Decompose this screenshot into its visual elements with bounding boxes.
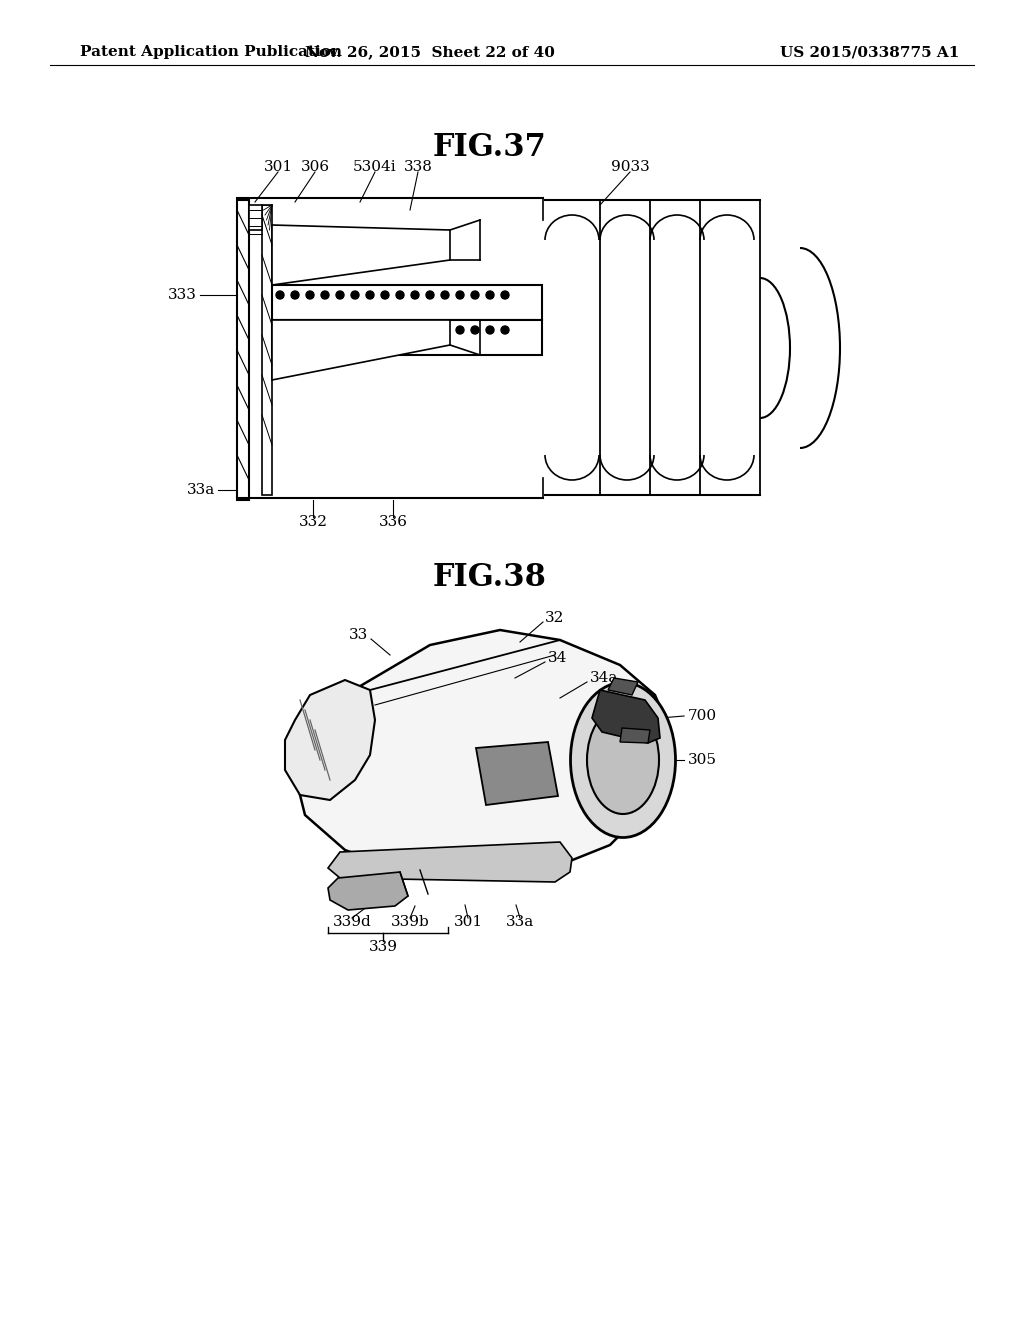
- Circle shape: [501, 326, 509, 334]
- Polygon shape: [295, 630, 670, 875]
- Polygon shape: [620, 729, 650, 743]
- Text: 33a: 33a: [186, 483, 215, 498]
- Bar: [262, 205, 272, 495]
- Polygon shape: [592, 690, 660, 743]
- Circle shape: [441, 326, 449, 334]
- Circle shape: [381, 290, 389, 300]
- Text: FIG.38: FIG.38: [433, 562, 547, 594]
- Ellipse shape: [570, 682, 676, 837]
- Text: 5304i: 5304i: [353, 160, 397, 174]
- Text: 306: 306: [300, 160, 330, 174]
- Polygon shape: [328, 873, 408, 909]
- Circle shape: [471, 326, 479, 334]
- Circle shape: [396, 290, 404, 300]
- Text: 32: 32: [545, 611, 564, 624]
- Text: 700: 700: [688, 709, 717, 723]
- Polygon shape: [476, 742, 558, 805]
- Bar: [249, 205, 262, 230]
- Text: 301: 301: [454, 915, 482, 929]
- Text: 34a: 34a: [590, 671, 618, 685]
- Circle shape: [306, 326, 314, 334]
- Text: 338: 338: [403, 160, 432, 174]
- Text: Nov. 26, 2015  Sheet 22 of 40: Nov. 26, 2015 Sheet 22 of 40: [305, 45, 555, 59]
- Polygon shape: [272, 224, 450, 285]
- Circle shape: [381, 326, 389, 334]
- Text: 332: 332: [299, 515, 328, 529]
- Circle shape: [396, 326, 404, 334]
- Bar: [237, 201, 249, 500]
- Text: 333: 333: [168, 288, 197, 302]
- Circle shape: [411, 326, 419, 334]
- Circle shape: [456, 290, 464, 300]
- Circle shape: [426, 326, 434, 334]
- Circle shape: [336, 290, 344, 300]
- Text: 301: 301: [263, 160, 293, 174]
- Circle shape: [426, 290, 434, 300]
- Circle shape: [456, 326, 464, 334]
- Text: 33: 33: [349, 628, 368, 642]
- Circle shape: [351, 290, 359, 300]
- Ellipse shape: [587, 706, 659, 814]
- Circle shape: [291, 290, 299, 300]
- Circle shape: [276, 290, 284, 300]
- Circle shape: [291, 326, 299, 334]
- Circle shape: [486, 290, 494, 300]
- Text: 34: 34: [548, 651, 567, 665]
- Text: 339d: 339d: [333, 915, 372, 929]
- Text: 339: 339: [369, 940, 397, 954]
- Circle shape: [441, 290, 449, 300]
- Text: 9033: 9033: [610, 160, 649, 174]
- Bar: [272, 285, 542, 319]
- Text: 33a: 33a: [506, 915, 535, 929]
- Text: 339b: 339b: [390, 915, 429, 929]
- Circle shape: [321, 290, 329, 300]
- Circle shape: [306, 290, 314, 300]
- Circle shape: [366, 326, 374, 334]
- Polygon shape: [285, 680, 375, 800]
- Text: US 2015/0338775 A1: US 2015/0338775 A1: [780, 45, 959, 59]
- Text: 305: 305: [688, 752, 717, 767]
- Circle shape: [471, 290, 479, 300]
- Circle shape: [411, 290, 419, 300]
- Circle shape: [366, 290, 374, 300]
- Bar: [272, 319, 542, 355]
- Text: Patent Application Publication: Patent Application Publication: [80, 45, 342, 59]
- Polygon shape: [272, 319, 450, 380]
- Circle shape: [276, 326, 284, 334]
- Circle shape: [351, 326, 359, 334]
- Circle shape: [321, 326, 329, 334]
- Circle shape: [501, 290, 509, 300]
- Circle shape: [336, 326, 344, 334]
- Circle shape: [486, 326, 494, 334]
- Text: 336: 336: [379, 515, 408, 529]
- Text: FIG.37: FIG.37: [433, 132, 547, 164]
- Polygon shape: [328, 842, 572, 882]
- Polygon shape: [608, 678, 638, 696]
